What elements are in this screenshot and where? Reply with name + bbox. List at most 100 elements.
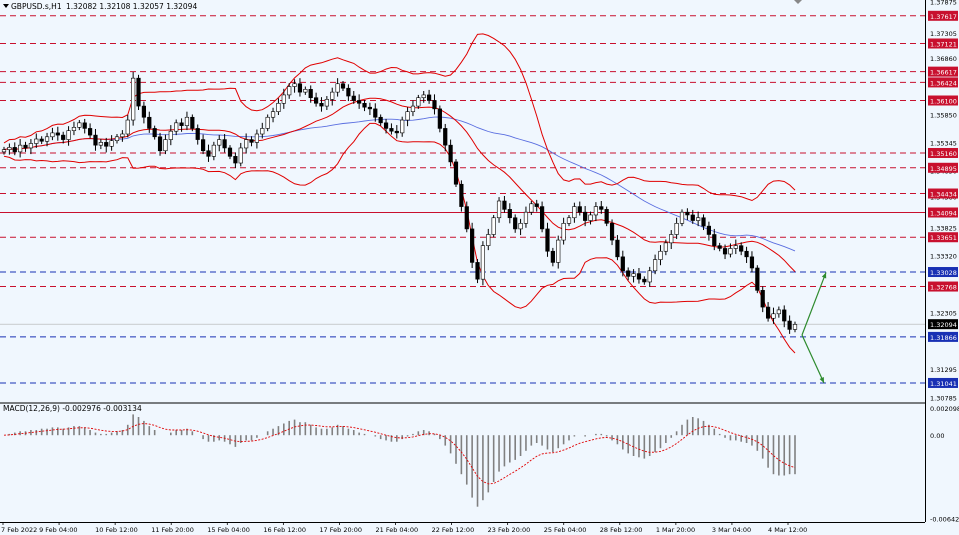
blue-level-label: 1.31041 xyxy=(930,380,957,388)
red-level-label: 1.32768 xyxy=(930,284,957,292)
time-tick-label: 1 Mar 20:00 xyxy=(656,526,695,534)
candle-body xyxy=(131,77,136,121)
candle xyxy=(174,119,179,136)
candle-body xyxy=(486,234,491,246)
red-level-label-bg xyxy=(928,281,958,292)
candle-body xyxy=(518,223,523,230)
candle-body xyxy=(475,262,480,280)
candle-body xyxy=(652,259,658,272)
candle-body xyxy=(222,139,227,149)
blue-level-label-bg xyxy=(928,331,958,342)
candle xyxy=(647,266,652,287)
candle xyxy=(362,99,367,112)
candle-body xyxy=(717,245,722,249)
candle xyxy=(184,111,190,131)
price-tick: 1.33320 xyxy=(930,253,957,261)
red-level-label: 1.37121 xyxy=(930,40,957,48)
candle-body xyxy=(23,144,28,149)
candle xyxy=(281,88,286,109)
candle xyxy=(448,139,453,167)
candle-body xyxy=(448,144,453,163)
candle-body xyxy=(346,87,351,97)
candle-body xyxy=(281,94,286,104)
time-tick-label: 15 Feb 04:00 xyxy=(207,526,250,534)
candle xyxy=(34,133,39,148)
candle-body xyxy=(782,309,787,322)
shift-marker-icon[interactable] xyxy=(794,0,802,4)
candle xyxy=(335,78,340,97)
ohlc-values: 1.32082 1.32108 1.32057 1.32094 xyxy=(66,2,197,11)
blue-level-label: 1.31866 xyxy=(930,334,957,342)
candle xyxy=(7,143,12,155)
candle-body xyxy=(561,223,566,241)
candle xyxy=(200,134,206,155)
candle-body xyxy=(233,156,238,164)
candle xyxy=(642,276,647,285)
candle-body xyxy=(7,147,12,150)
candle-body xyxy=(265,116,270,129)
candle xyxy=(330,87,335,106)
candle-body xyxy=(61,134,66,140)
candle-body xyxy=(303,89,308,93)
red-level-label-bg xyxy=(928,77,958,88)
candle xyxy=(787,315,792,334)
projection-arrows xyxy=(801,272,827,384)
macd-tick: 0.002098 xyxy=(930,405,959,413)
candle xyxy=(249,136,254,147)
candle xyxy=(400,116,405,137)
candle xyxy=(1,146,7,155)
candle-body xyxy=(157,136,163,152)
red-level-label: 1.36100 xyxy=(930,98,957,106)
candle xyxy=(147,111,152,133)
candle xyxy=(599,201,604,214)
candle xyxy=(744,246,749,263)
candle-body xyxy=(211,144,216,157)
candle xyxy=(696,211,701,227)
candle-body xyxy=(572,206,577,219)
candle xyxy=(18,139,23,158)
candle xyxy=(98,139,103,150)
candle-body xyxy=(421,94,426,99)
candle xyxy=(66,126,71,146)
candle-body xyxy=(373,108,378,118)
symbol-label: GBPUSD.s,H1 xyxy=(11,2,62,11)
candle xyxy=(109,135,114,151)
bullish-arrow-head-icon xyxy=(821,272,827,279)
candle-body xyxy=(755,267,760,291)
candle xyxy=(636,268,642,284)
candle xyxy=(572,202,577,223)
candle xyxy=(244,133,249,154)
candle xyxy=(61,131,66,144)
symbol-menu-icon[interactable] xyxy=(3,4,9,8)
candle-body xyxy=(340,83,346,89)
candle xyxy=(265,114,270,132)
candle xyxy=(206,144,211,162)
candle-body xyxy=(491,217,496,235)
red-level-label: 1.33651 xyxy=(930,234,957,242)
candle-body xyxy=(593,206,599,216)
candle xyxy=(453,159,459,188)
candle-body xyxy=(28,143,34,149)
bearish-arrow xyxy=(801,334,825,384)
red-level-label-bg xyxy=(928,207,958,218)
candle xyxy=(583,206,588,227)
candle xyxy=(593,202,599,222)
candle xyxy=(319,97,324,112)
time-tick-label: 10 Feb 12:00 xyxy=(95,526,138,534)
candle xyxy=(749,251,755,273)
candle-body xyxy=(588,214,593,221)
candle xyxy=(539,201,545,233)
candle-body xyxy=(453,161,459,185)
candle xyxy=(287,83,292,99)
candle xyxy=(620,250,625,277)
candle xyxy=(114,134,120,144)
candle-body xyxy=(184,116,190,126)
candle-body xyxy=(792,324,798,330)
red-level-label: 1.34895 xyxy=(930,165,957,173)
candle-body xyxy=(502,200,507,210)
candle xyxy=(357,94,362,109)
candle-body xyxy=(260,128,265,135)
